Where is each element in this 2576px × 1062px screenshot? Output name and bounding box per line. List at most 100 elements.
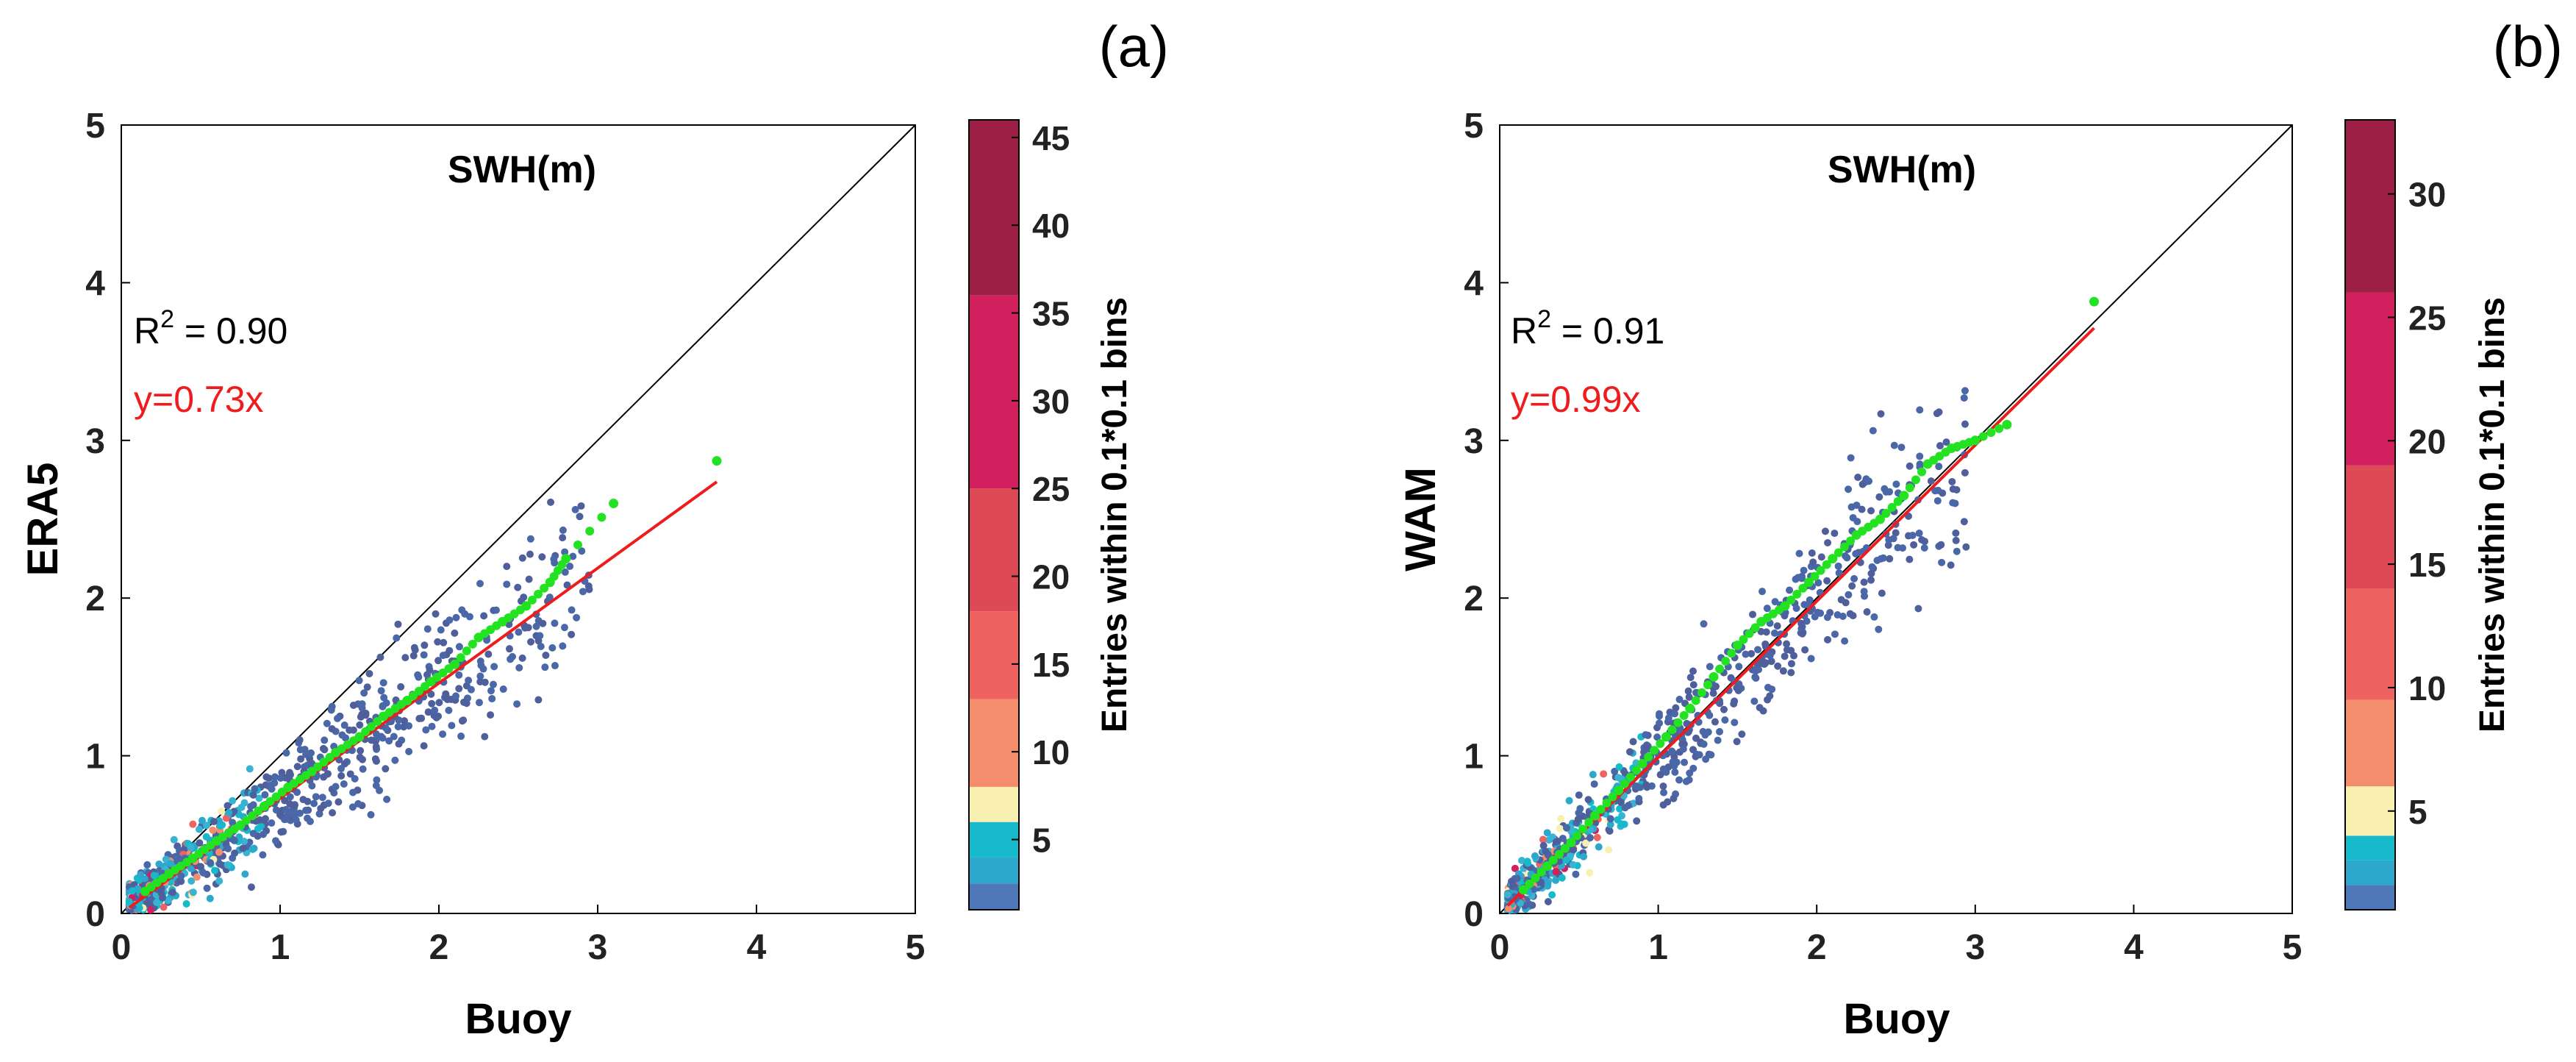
scatter-point (1552, 868, 1560, 876)
y-tick-label: 2 (1464, 580, 1484, 619)
colorbar-tick-label: 20 (1032, 558, 1070, 596)
colorbar-band (2345, 292, 2395, 466)
scatter-point (1879, 554, 1887, 562)
scatter-point (1835, 569, 1843, 577)
scatter-point (1762, 628, 1770, 636)
scatter-point (455, 685, 463, 693)
scatter-point (1915, 530, 1923, 538)
scatter-point (249, 830, 257, 838)
binned-mean-point (1703, 680, 1712, 690)
scatter-point (1709, 689, 1717, 697)
scatter-point (480, 612, 488, 620)
scatter-point (282, 815, 290, 823)
scatter-point (1600, 770, 1608, 778)
scatter-point (1906, 555, 1914, 563)
binned-mean-point (1637, 758, 1647, 769)
scatter-point (1770, 629, 1778, 637)
scatter-point (1921, 538, 1929, 546)
panel-a-label: (a) (1099, 14, 1169, 79)
scatter-point (319, 744, 327, 752)
scatter-point (1892, 529, 1900, 537)
scatter-point (1582, 839, 1590, 847)
panel-b-axes: 0 1 2 3 4 5 0 1 2 3 4 5 (1464, 107, 2302, 967)
scatter-point (202, 822, 210, 830)
binned-mean-point (1584, 818, 1594, 827)
scatter-point (451, 629, 459, 637)
scatter-point (431, 706, 439, 714)
scatter-point (1754, 646, 1762, 654)
scatter-point (1760, 660, 1768, 669)
scatter-point (1951, 499, 1959, 507)
binned-mean-point (206, 841, 215, 850)
binned-mean-point (1650, 746, 1659, 755)
scatter-point (329, 809, 337, 817)
scatter-point (247, 883, 255, 891)
scatter-point (455, 671, 463, 679)
scatter-point (177, 872, 185, 880)
scatter-point (216, 860, 224, 868)
scatter-point (187, 877, 196, 885)
scatter-point (443, 693, 451, 701)
binned-mean-point (1644, 752, 1653, 762)
scatter-point (312, 793, 320, 801)
scatter-point (435, 699, 443, 707)
scatter-point (147, 906, 155, 914)
binned-mean-point (301, 771, 311, 780)
scatter-point (1877, 410, 1885, 418)
panel-b-label: (b) (2493, 14, 2563, 79)
scatter-point (547, 498, 555, 506)
colorbar-band (969, 611, 1019, 699)
binned-mean-point (1828, 554, 1838, 564)
scatter-point (1867, 576, 1875, 584)
scatter-point (1894, 544, 1902, 552)
scatter-point (1580, 852, 1588, 860)
scatter-point (1831, 530, 1839, 538)
scatter-point (255, 794, 263, 802)
scatter-point (229, 796, 237, 805)
scatter-point (351, 774, 359, 783)
scatter-point (1626, 748, 1634, 756)
colorbar-band (969, 786, 1019, 822)
scatter-point (1792, 575, 1800, 583)
binned-mean-point (1554, 849, 1564, 859)
binned-mean-point (396, 699, 406, 709)
scatter-point (1947, 561, 1955, 569)
scatter-point (568, 606, 576, 614)
panel-a-colorbar-ticks: 5 10 15 20 25 30 35 40 45 (1012, 119, 1070, 860)
binned-mean-point (1721, 656, 1731, 666)
scatter-point (318, 794, 326, 802)
scatter-point (423, 625, 432, 633)
scatter-point (1781, 612, 1789, 620)
scatter-point (268, 819, 276, 827)
scatter-point (1890, 441, 1898, 449)
binned-mean-point (313, 762, 323, 771)
panel-a-colorbar-bands (969, 120, 1019, 910)
panel-b-colorbar-ticks: 5 10 15 20 25 30 (2388, 176, 2446, 831)
scatter-point (383, 795, 391, 803)
scatter-point (439, 652, 447, 660)
scatter-point (432, 610, 440, 618)
scatter-point (346, 770, 354, 778)
scatter-point (1689, 667, 1697, 675)
scatter-point (1569, 860, 1577, 869)
binned-mean-point (1917, 467, 1927, 477)
scatter-point (1574, 815, 1582, 823)
scatter-point (1605, 846, 1613, 854)
scatter-point (1897, 443, 1906, 452)
scatter-point (239, 844, 247, 852)
scatter-point (286, 793, 294, 801)
scatter-point (1565, 796, 1573, 805)
scatter-point (536, 632, 544, 640)
scatter-point (1543, 829, 1551, 837)
scatter-point (1867, 507, 1875, 515)
binned-mean-point (1887, 502, 1897, 512)
x-tick-label: 2 (429, 928, 449, 967)
scatter-point (1664, 798, 1672, 806)
scatter-point (365, 670, 373, 678)
panel-a-x-axis-label: Buoy (465, 995, 572, 1043)
scatter-point (1525, 900, 1533, 908)
scatter-point (199, 869, 207, 877)
panel-a-r2-superscript: 2 (160, 305, 174, 333)
scatter-point (1848, 582, 1856, 590)
